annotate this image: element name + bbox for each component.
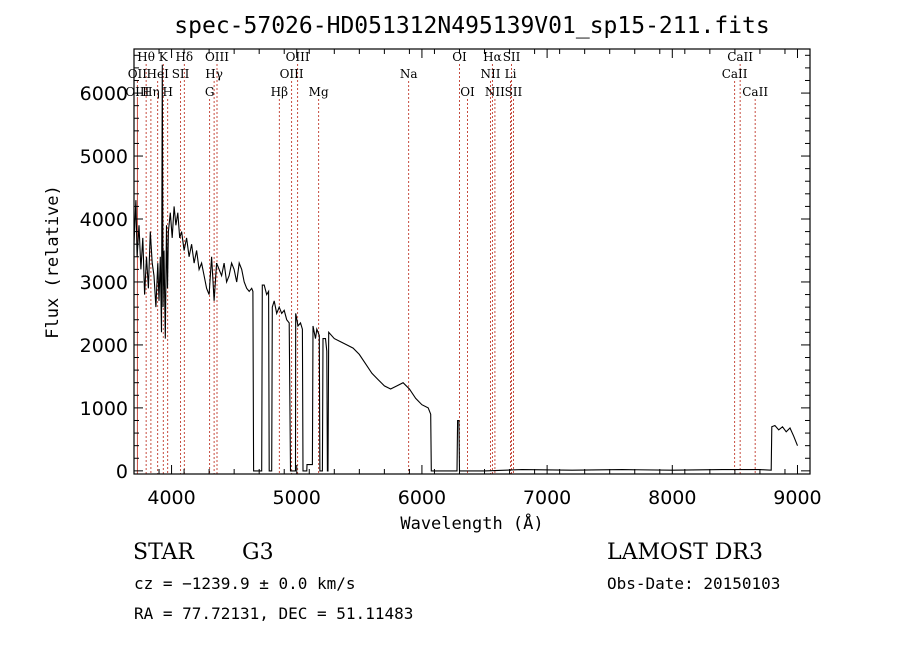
chart-title: spec-57026-HD051312N495139V01_sp15-211.f… bbox=[174, 13, 769, 39]
spectral-line-label: HeI bbox=[147, 67, 170, 81]
spectral-line-label: CaII bbox=[727, 50, 753, 64]
ra-dec-coordinates: RA = 77.72131, DEC = 51.11483 bbox=[134, 604, 413, 623]
x-tick-label: 8000 bbox=[648, 487, 696, 509]
y-tick-label: 0 bbox=[116, 461, 128, 483]
spectral-line-labels: Hθ OII OIII K HeI Hη H Hδ SII OIII Hγ G Hβ OIII OIII Mg… bbox=[125, 50, 768, 99]
y-axis-ticks: 0 1000 2000 3000 4000 5000 6000 bbox=[80, 54, 810, 483]
survey-name: LAMOST DR3 bbox=[607, 540, 763, 565]
spectral-line-label: Hη bbox=[142, 85, 160, 99]
spectral-line-label: H bbox=[162, 85, 172, 99]
spectral-line-label: NII bbox=[481, 67, 501, 81]
spectral-line-label: OIII bbox=[205, 50, 229, 64]
plot-frame bbox=[133, 48, 811, 475]
spectral-line-label: SII bbox=[172, 67, 190, 81]
observation-date: Obs-Date: 20150103 bbox=[607, 574, 780, 593]
y-axis-label: Flux (relative) bbox=[43, 185, 63, 339]
spectral-line-label: K bbox=[159, 50, 169, 64]
x-axis-label: Wavelength (Å) bbox=[400, 512, 543, 534]
spectrum-line bbox=[133, 64, 799, 472]
x-tick-label: 4000 bbox=[147, 487, 195, 509]
redshift-cz: cz = −1239.9 ± 0.0 km/s bbox=[134, 574, 356, 593]
object-subclass: G3 bbox=[242, 540, 274, 565]
spectral-line-markers bbox=[136, 64, 756, 474]
spectral-line-label: Li bbox=[505, 67, 517, 81]
spectral-line-label: G bbox=[205, 85, 215, 99]
spectral-line-label: Hα bbox=[483, 50, 502, 64]
spectral-line-label: OIII bbox=[286, 50, 310, 64]
object-class: STAR bbox=[133, 540, 195, 565]
y-tick-label: 3000 bbox=[80, 272, 128, 294]
x-tick-label: 9000 bbox=[773, 487, 821, 509]
x-tick-label: 6000 bbox=[398, 487, 446, 509]
spectral-line-label: Hδ bbox=[175, 50, 193, 64]
x-tick-label: 5000 bbox=[273, 487, 321, 509]
spectral-line-label: OIII bbox=[125, 85, 149, 99]
spectral-line-label: Na bbox=[400, 67, 418, 81]
x-axis-ticks: 4000 5000 6000 7000 8000 9000 bbox=[133, 49, 822, 509]
spectral-line-label: Hθ bbox=[137, 50, 155, 64]
spectral-line-label: OI bbox=[452, 50, 467, 64]
y-tick-label: 2000 bbox=[80, 335, 128, 357]
y-tick-label: 4000 bbox=[80, 209, 128, 231]
spectral-line-label: SII bbox=[503, 50, 521, 64]
spectral-line-label: OIII bbox=[280, 67, 304, 81]
y-tick-label: 6000 bbox=[80, 83, 128, 105]
spectral-line-label: SII bbox=[505, 85, 523, 99]
spectral-line-label: OII bbox=[128, 67, 148, 81]
spectral-line-label: NII bbox=[485, 85, 505, 99]
spectral-line-label: Mg bbox=[309, 85, 329, 99]
spectral-line-label: Hβ bbox=[271, 85, 288, 99]
spectral-line-label: Hγ bbox=[205, 67, 223, 81]
y-tick-label: 1000 bbox=[80, 398, 128, 420]
spectral-line-label: CaII bbox=[742, 85, 768, 99]
y-tick-label: 5000 bbox=[80, 146, 128, 168]
spectral-line-label: CaII bbox=[722, 67, 748, 81]
spectral-line-label: OI bbox=[460, 85, 475, 99]
x-tick-label: 7000 bbox=[523, 487, 571, 509]
